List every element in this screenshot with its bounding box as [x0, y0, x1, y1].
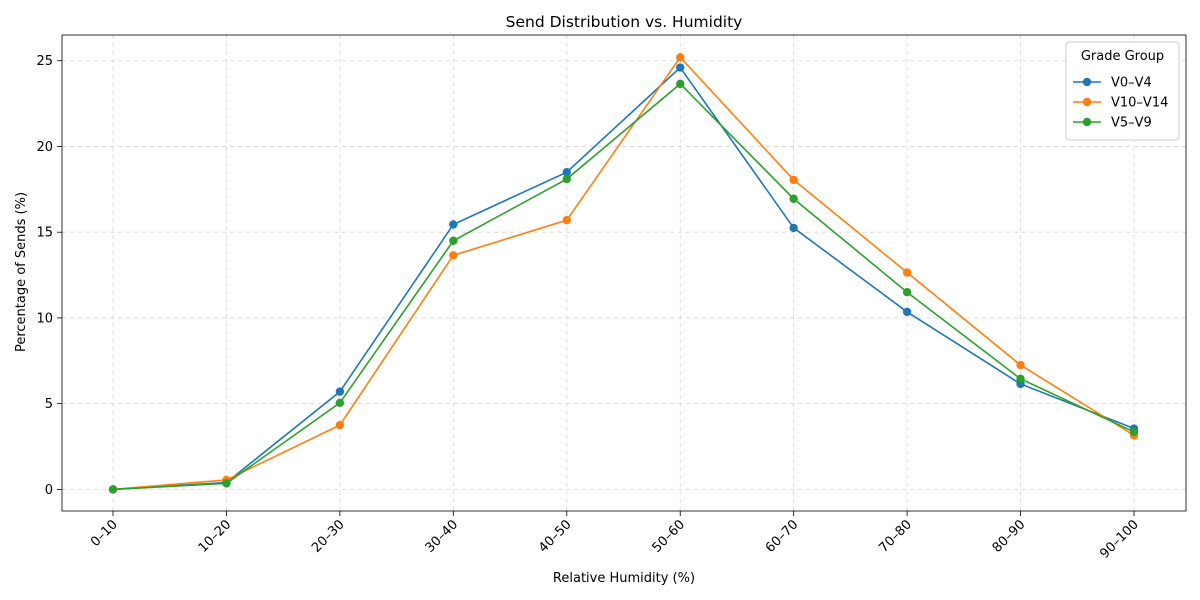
data-point — [449, 251, 458, 260]
plot-frame — [61, 34, 1187, 512]
legend-item: V10–V14 — [1073, 96, 1168, 111]
data-point — [222, 479, 231, 488]
data-point — [1016, 360, 1025, 370]
y-tick-label: 0 — [45, 483, 53, 498]
legend: Grade Group V0–V4 V10–V14 V5–V9 — [1065, 41, 1180, 141]
data-point — [449, 220, 458, 229]
x-axis-label: Relative Humidity (%) — [553, 571, 695, 586]
legend-title: Grade Group — [1081, 49, 1164, 64]
series — [108, 53, 1139, 494]
series-line — [112, 82, 1135, 491]
y-tick-label: 15 — [36, 226, 53, 241]
series-line — [112, 56, 1135, 491]
data-point — [676, 79, 685, 89]
data-point — [335, 387, 345, 396]
data-point — [902, 288, 912, 297]
data-point — [902, 268, 912, 277]
data-point — [562, 174, 571, 184]
series-line — [112, 66, 1135, 491]
y-tick-label: 25 — [36, 54, 53, 69]
data-point — [562, 215, 571, 225]
data-point — [676, 53, 685, 62]
legend-swatch-marker — [1082, 77, 1092, 87]
grid — [62, 35, 1186, 511]
legend-label: V5–V9 — [1111, 116, 1152, 131]
chart-title: Send Distribution vs. Humidity — [506, 13, 743, 31]
data-point — [1016, 374, 1025, 383]
data-point — [676, 63, 685, 72]
series-v5-v9 — [108, 79, 1139, 494]
y-tick-label: 20 — [36, 140, 53, 155]
legend-box — [1065, 41, 1180, 141]
legend-swatch-marker — [1082, 117, 1092, 127]
data-point — [1129, 427, 1139, 437]
data-point — [789, 223, 798, 233]
data-point — [108, 485, 118, 494]
data-point — [449, 236, 458, 245]
data-point — [789, 194, 798, 203]
y-tick-label: 5 — [45, 397, 53, 412]
legend-item: V5–V9 — [1073, 116, 1152, 131]
data-point — [902, 307, 912, 317]
y-axis-label: Percentage of Sends (%) — [14, 192, 29, 352]
data-point — [335, 420, 345, 430]
y-tick-label: 10 — [36, 311, 53, 326]
data-point — [335, 398, 345, 408]
data-point — [789, 175, 798, 185]
legend-label: V10–V14 — [1111, 96, 1168, 111]
data-point — [562, 167, 571, 177]
legend-swatch-marker — [1082, 97, 1092, 107]
legend-label: V0–V4 — [1111, 76, 1152, 91]
legend-item: V0–V4 — [1073, 76, 1152, 91]
